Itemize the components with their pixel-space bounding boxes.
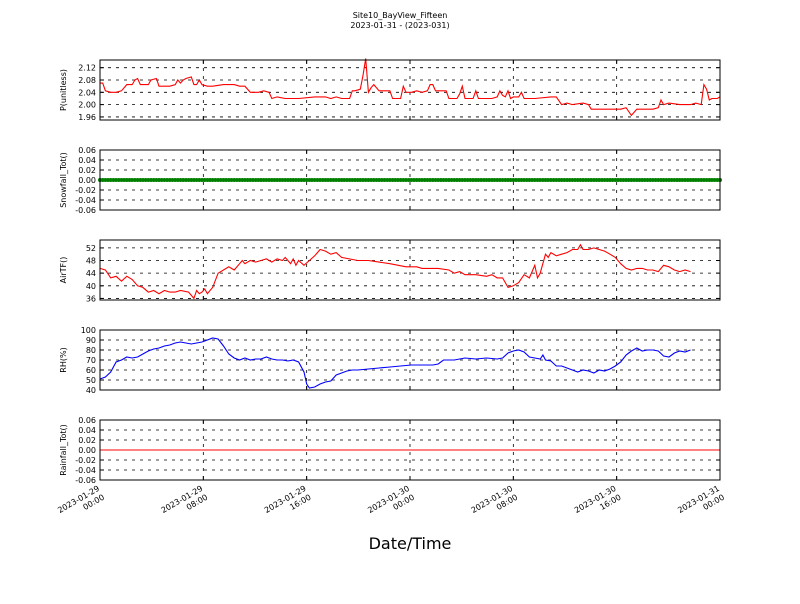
y-tick-label: 36 bbox=[86, 294, 96, 303]
y-tick-label: 0.06 bbox=[78, 146, 96, 155]
plot-frame bbox=[99, 239, 721, 301]
subplot-1: 1.96 2.00 2.04 2.08 2.12 P(unitless) bbox=[59, 58, 721, 122]
plot-frame bbox=[99, 419, 721, 481]
subplot-3: 36 40 44 48 52 AirTF() bbox=[59, 239, 721, 303]
y-tick-label: 1.96 bbox=[78, 113, 96, 122]
y-tick-label: 80 bbox=[86, 346, 96, 355]
y-tick-label: 2.12 bbox=[78, 64, 96, 73]
y-tick-label: 48 bbox=[86, 257, 96, 266]
y-axis-label: RH(%) bbox=[59, 347, 68, 372]
y-tick-label: -0.04 bbox=[75, 466, 96, 475]
subplot-2: -0.06-0.04-0.020.000.020.040.06 Snowfall_… bbox=[59, 146, 722, 215]
y-tick-label: 100 bbox=[81, 326, 96, 335]
y-tick-label: 0.00 bbox=[78, 176, 96, 185]
y-axis-label: Rainfall_Tot() bbox=[59, 424, 68, 476]
y-tick-label: 70 bbox=[86, 356, 96, 365]
plot-frame bbox=[99, 329, 721, 391]
y-tick-label: -0.02 bbox=[75, 186, 96, 195]
chart-title-block: Site10_BayView_Fifteen 2023-01-31 - (202… bbox=[0, 11, 800, 31]
y-tick-label: 0.06 bbox=[78, 416, 96, 425]
y-tick-label: 0.00 bbox=[78, 446, 96, 455]
chart-subtitle: 2023-01-31 - (2023-031) bbox=[350, 21, 450, 30]
y-tick-label: 0.04 bbox=[78, 426, 96, 435]
subplot-5: -0.06-0.04-0.020.000.020.040.06 Rainfall_… bbox=[59, 416, 721, 485]
y-tick-label: -0.06 bbox=[75, 476, 96, 485]
y-axis-label: P(unitless) bbox=[59, 69, 68, 111]
x-axis-label: Date/Time bbox=[368, 534, 452, 553]
y-tick-label: 2.04 bbox=[78, 88, 96, 97]
y-tick-label: 2.08 bbox=[78, 76, 96, 85]
y-tick-label: 0.02 bbox=[78, 436, 96, 445]
plot-frame bbox=[99, 59, 721, 121]
y-tick-label: -0.04 bbox=[75, 196, 96, 205]
y-tick-label: 90 bbox=[86, 336, 96, 345]
y-tick-label: -0.02 bbox=[75, 456, 96, 465]
y-tick-label: 60 bbox=[86, 366, 96, 375]
chart-title: Site10_BayView_Fifteen bbox=[352, 11, 448, 20]
plot-frame bbox=[99, 149, 721, 211]
y-tick-label: 0.02 bbox=[78, 166, 96, 175]
y-tick-label: 52 bbox=[86, 244, 96, 253]
y-tick-label: 50 bbox=[86, 376, 96, 385]
series-line bbox=[99, 337, 691, 389]
series-line bbox=[99, 243, 691, 300]
y-axis-label: AirTF() bbox=[59, 257, 68, 284]
y-tick-label: 40 bbox=[86, 386, 96, 395]
y-tick-label: 0.04 bbox=[78, 156, 96, 165]
y-tick-label: -0.06 bbox=[75, 206, 96, 215]
y-tick-label: 40 bbox=[86, 282, 96, 291]
y-tick-label: 2.00 bbox=[78, 101, 96, 110]
y-tick-label: 44 bbox=[86, 269, 96, 278]
series-line bbox=[100, 58, 721, 117]
y-axis-label: Snowfall_Tot() bbox=[59, 152, 68, 208]
